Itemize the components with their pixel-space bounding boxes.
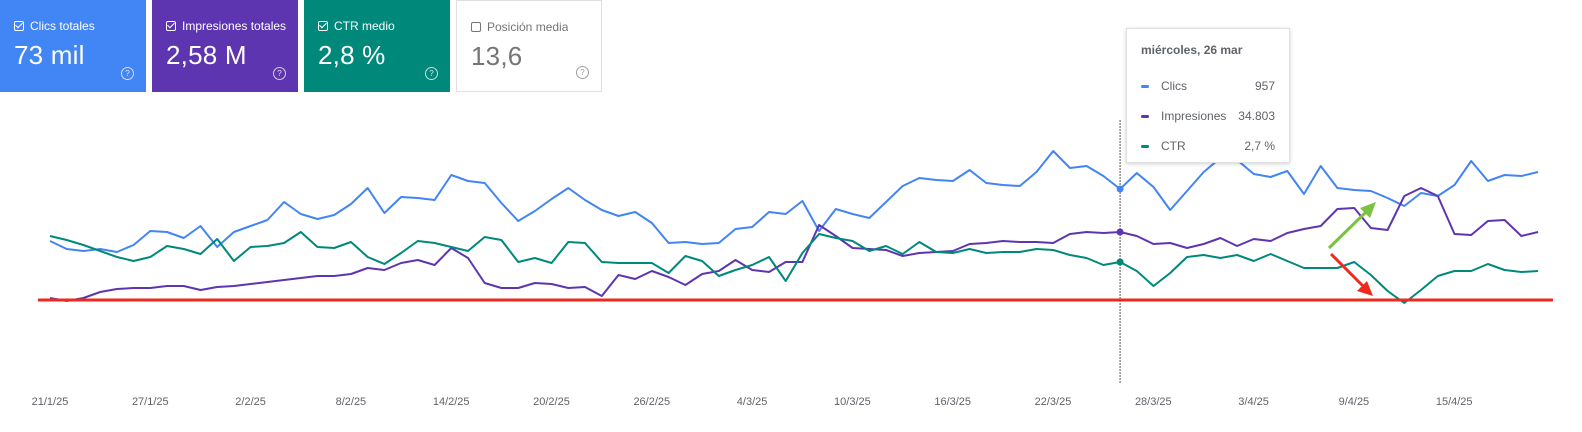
series-line-ctr bbox=[49, 231, 1539, 304]
legend-swatch-impressions bbox=[1141, 114, 1149, 118]
help-icon[interactable]: ? bbox=[121, 67, 134, 80]
tooltip-row-ctr: CTR 2,7 % bbox=[1141, 131, 1275, 161]
card-value: 2,58 M bbox=[166, 40, 247, 70]
hover-tooltip: miércoles, 26 mar Clics 957 Impresiones … bbox=[1126, 28, 1290, 163]
x-tick-label: 22/3/25 bbox=[1035, 396, 1072, 408]
legend-swatch-ctr bbox=[1141, 144, 1149, 148]
hover-point-ctr bbox=[1116, 258, 1124, 266]
help-icon[interactable]: ? bbox=[576, 66, 589, 79]
hover-dots bbox=[1116, 185, 1124, 266]
x-tick-label: 16/3/25 bbox=[934, 396, 971, 408]
x-tick-label: 2/2/25 bbox=[235, 396, 266, 408]
tooltip-date: miércoles, 26 mar bbox=[1141, 43, 1243, 57]
help-icon[interactable]: ? bbox=[273, 67, 286, 80]
red-arrow-annotation bbox=[1329, 252, 1373, 296]
x-axis-ticks: 21/1/25 27/1/25 2/2/25 8/2/25 14/2/25 20/2/25… bbox=[32, 396, 1473, 408]
card-position[interactable]: Posición media 13,6 ? bbox=[456, 0, 602, 92]
card-clicks[interactable]: Clics totales 73 mil ? bbox=[0, 0, 146, 92]
series-layer bbox=[49, 150, 1539, 304]
checkbox-icon[interactable] bbox=[166, 21, 176, 31]
tooltip-row-name: Clics bbox=[1161, 79, 1187, 93]
series-line-impresiones bbox=[49, 187, 1539, 302]
checkbox-icon[interactable] bbox=[318, 21, 328, 31]
tooltip-row-value: 957 bbox=[1254, 79, 1275, 93]
x-tick-label: 28/3/25 bbox=[1135, 396, 1172, 408]
tooltip-row-name: CTR bbox=[1161, 139, 1186, 153]
x-tick-label: 21/1/25 bbox=[32, 396, 69, 408]
hover-point-clics bbox=[1116, 185, 1124, 193]
card-impressions[interactable]: Impresiones totales 2,58 M ? bbox=[152, 0, 298, 92]
x-tick-label: 15/4/25 bbox=[1436, 396, 1473, 408]
tooltip-row-impressions: Impresiones 34.803 bbox=[1141, 101, 1275, 131]
metric-cards: Clics totales 73 mil ? Impresiones total… bbox=[0, 0, 602, 92]
x-tick-label: 20/2/25 bbox=[533, 396, 570, 408]
green-arrow-annotation bbox=[1327, 202, 1376, 250]
x-tick-label: 3/4/25 bbox=[1238, 396, 1269, 408]
tooltip-row-value: 2,7 % bbox=[1244, 139, 1275, 153]
x-tick-label: 4/3/25 bbox=[737, 396, 768, 408]
tooltip-row-value: 34.803 bbox=[1238, 109, 1275, 123]
x-tick-label: 10/3/25 bbox=[834, 396, 871, 408]
series-line-clics bbox=[49, 150, 1539, 253]
x-tick-label: 26/2/25 bbox=[633, 396, 670, 408]
card-value: 13,6 bbox=[471, 41, 523, 71]
x-tick-label: 14/2/25 bbox=[433, 396, 470, 408]
card-value: 2,8 % bbox=[318, 40, 386, 70]
tooltip-row-name: Impresiones bbox=[1161, 109, 1227, 123]
checkbox-icon[interactable] bbox=[14, 21, 24, 31]
x-tick-label: 27/1/25 bbox=[132, 396, 169, 408]
card-ctr[interactable]: CTR medio 2,8 % ? bbox=[304, 0, 450, 92]
x-tick-label: 9/4/25 bbox=[1339, 396, 1370, 408]
card-value: 73 mil bbox=[14, 40, 85, 70]
help-icon[interactable]: ? bbox=[425, 67, 438, 80]
checkbox-icon[interactable] bbox=[471, 22, 481, 32]
legend-swatch-clicks bbox=[1141, 84, 1149, 88]
x-tick-label: 8/2/25 bbox=[336, 396, 367, 408]
tooltip-row-clicks: Clics 957 bbox=[1141, 71, 1275, 101]
hover-point-impresiones bbox=[1116, 228, 1124, 236]
